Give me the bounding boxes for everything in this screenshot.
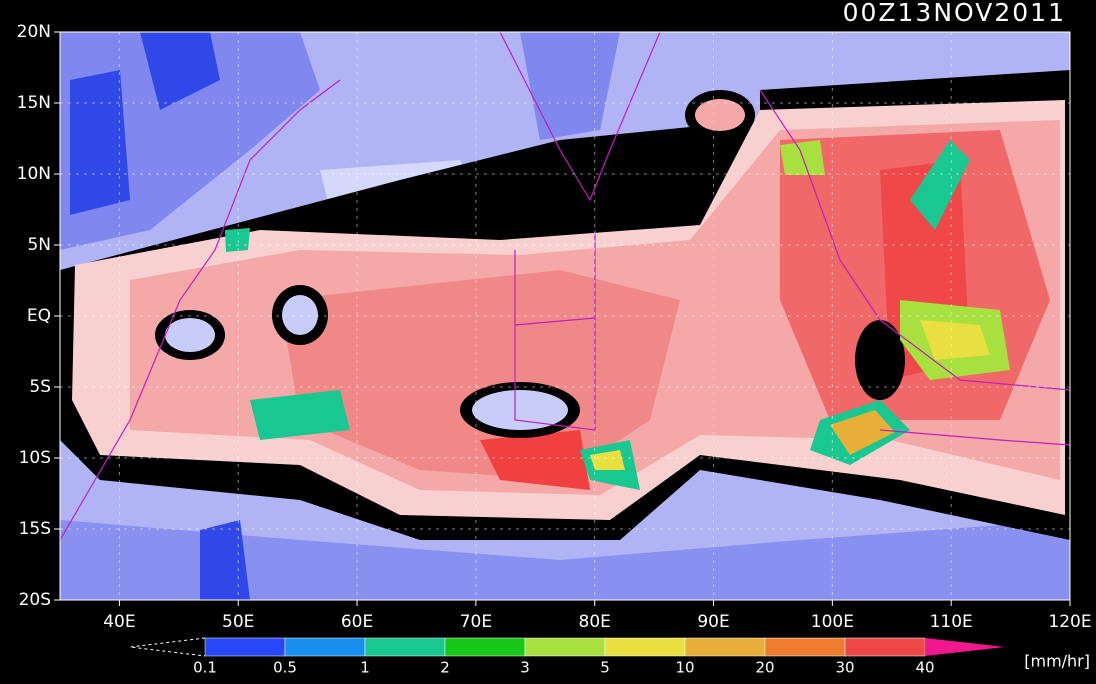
colorbar-label: 5 — [600, 659, 610, 677]
lat-tick-label: 10S — [19, 448, 51, 468]
lat-tick-label: 10N — [17, 164, 51, 184]
colorbar-segment — [844, 637, 926, 657]
lon-tick-label: 90E — [697, 612, 729, 632]
colorbar-under — [129, 637, 206, 657]
lat-tick-label: 5S — [29, 377, 51, 397]
lat-tick-label: 15S — [19, 519, 51, 539]
colorbar-label: 1 — [360, 659, 370, 677]
colorbar-segment — [444, 637, 526, 657]
colorbar-segment — [764, 637, 846, 657]
lon-tick-label: 100E — [811, 612, 854, 632]
lat-tick-label: 15N — [17, 93, 51, 113]
lat-tick-label: 5N — [27, 235, 51, 255]
colorbar-segment — [284, 637, 366, 657]
colorbar-segment — [364, 637, 446, 657]
grid — [60, 32, 1070, 600]
colorbar-segment — [524, 637, 606, 657]
colorbar-segment — [204, 637, 286, 657]
colorbar-label: 0.1 — [193, 659, 217, 677]
lat-tick-label: EQ — [27, 306, 51, 326]
map-title: 00Z13NOV2011 — [843, 0, 1066, 27]
colorbar: [mm/hr] 0.1 0.5 1 2 3 5 10 20 30 40 — [129, 637, 1090, 677]
lon-tick-label: 110E — [930, 612, 973, 632]
lon-tick-label: 70E — [460, 612, 492, 632]
colorbar-over — [925, 638, 1005, 656]
lat-tick-label: 20S — [19, 590, 51, 610]
colorbar-label: 20 — [755, 659, 774, 677]
lon-tick-label: 40E — [103, 612, 135, 632]
colorbar-label: 3 — [520, 659, 530, 677]
lon-tick-label: 60E — [341, 612, 373, 632]
lon-tick-label: 50E — [222, 612, 254, 632]
colorbar-label: 30 — [835, 659, 854, 677]
colorbar-label: 40 — [915, 659, 934, 677]
colorbar-label: 10 — [675, 659, 694, 677]
lon-tick-label: 80E — [579, 612, 611, 632]
colorbar-label: 2 — [440, 659, 450, 677]
lat-tick-label: 20N — [17, 22, 51, 42]
colorbar-label: 0.5 — [273, 659, 297, 677]
axes: 20N 15N 10N 5N EQ 5S 10S 15S 20S 40E 50E 60E 70E 80E 9… — [17, 22, 1092, 632]
lon-tick-label: 120E — [1048, 612, 1091, 632]
coastlines — [60, 32, 1070, 541]
colorbar-unit: [mm/hr] — [1024, 652, 1090, 671]
colorbar-segment — [604, 637, 686, 657]
colorbar-segment — [684, 637, 766, 657]
